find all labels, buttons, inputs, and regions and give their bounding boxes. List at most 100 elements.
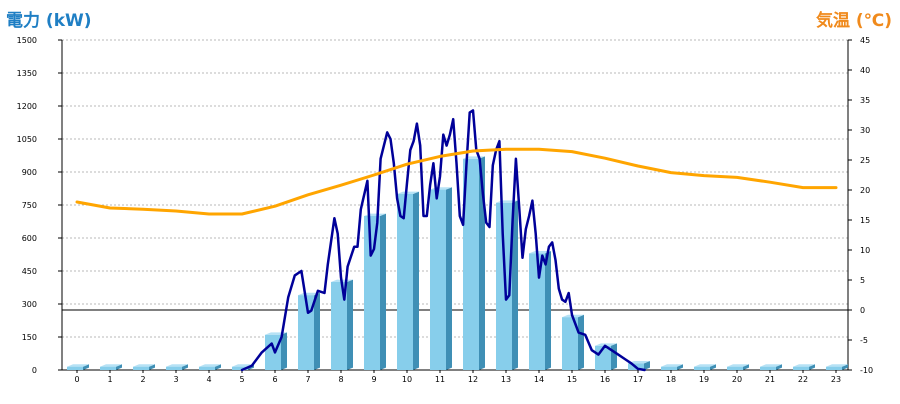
x-tick-label: 10 <box>402 375 412 384</box>
bar-top <box>298 292 320 296</box>
power-bar-hour-10 <box>397 194 413 370</box>
bar-side <box>149 364 155 370</box>
bar-side <box>380 213 386 370</box>
x-tick-label: 21 <box>765 375 775 384</box>
x-tick-label: 6 <box>272 375 277 384</box>
x-tick-label: 8 <box>338 375 343 384</box>
bar-top <box>595 343 617 346</box>
power-bar-hour-21 <box>760 366 776 370</box>
power-bar-hour-22 <box>793 366 809 370</box>
right-tick-label: 40 <box>860 66 870 75</box>
bar-top <box>397 191 419 194</box>
bar-top <box>760 364 782 367</box>
right-tick-label: 5 <box>860 276 865 285</box>
bar-top <box>628 361 650 364</box>
x-tick-label: 14 <box>534 375 544 384</box>
bar-side <box>314 292 320 370</box>
bar-side <box>611 343 617 370</box>
bar-side <box>347 279 353 370</box>
power-bar-hour-9 <box>364 216 380 370</box>
left-tick-label: 300 <box>22 300 37 309</box>
bar-top <box>133 364 155 367</box>
power-bar-hour-12 <box>463 158 479 370</box>
bar-side <box>677 364 683 370</box>
x-tick-label: 0 <box>74 375 79 384</box>
x-tick-label: 20 <box>732 375 742 384</box>
bar-side <box>743 364 749 370</box>
bar-top <box>199 364 221 367</box>
left-tick-label: 1500 <box>17 36 37 45</box>
bar-top <box>826 364 848 367</box>
bar-side <box>215 364 221 370</box>
left-tick-label: 0 <box>32 366 37 375</box>
power-bar-hour-5 <box>232 366 248 370</box>
x-tick-label: 1 <box>107 375 112 384</box>
power-bar-hour-19 <box>694 366 710 370</box>
bar-top <box>661 364 683 367</box>
bar-side <box>512 200 518 370</box>
bar-side <box>281 332 287 370</box>
left-tick-label: 1050 <box>17 135 37 144</box>
bar-side <box>83 364 89 370</box>
bar-side <box>545 251 551 370</box>
left-tick-label: 600 <box>22 234 37 243</box>
bar-top <box>166 364 188 367</box>
power-bar-hour-8 <box>331 282 347 370</box>
power-bar-hour-3 <box>166 366 182 370</box>
bar-top <box>100 364 122 367</box>
x-tick-label: 12 <box>468 375 478 384</box>
x-tick-label: 22 <box>798 375 808 384</box>
x-tick-label: 16 <box>600 375 610 384</box>
left-tick-label: 900 <box>22 168 37 177</box>
bar-side <box>710 364 716 370</box>
x-tick-label: 23 <box>831 375 841 384</box>
right-tick-label: 20 <box>860 186 870 195</box>
bar-top <box>694 364 716 367</box>
right-tick-label: 45 <box>860 36 870 45</box>
right-tick-label: 35 <box>860 96 870 105</box>
power-bar-hour-2 <box>133 366 149 370</box>
bar-side <box>644 361 650 370</box>
power-bar-hour-13 <box>496 202 512 370</box>
right-tick-label: -5 <box>860 336 868 345</box>
right-tick-label: 25 <box>860 156 870 165</box>
power-bar-hour-1 <box>100 366 116 370</box>
right-tick-label: -10 <box>860 366 873 375</box>
x-tick-label: 9 <box>371 375 376 384</box>
x-tick-label: 15 <box>567 375 577 384</box>
x-tick-label: 11 <box>435 375 445 384</box>
bar-top <box>727 364 749 367</box>
bar-side <box>842 364 848 370</box>
temperature-axis-title: 気温 (℃) <box>815 11 892 31</box>
right-tick-label: 0 <box>860 306 865 315</box>
x-tick-label: 3 <box>173 375 178 384</box>
bar-side <box>809 364 815 370</box>
power-bar-hour-18 <box>661 366 677 370</box>
left-tick-label: 1200 <box>17 102 37 111</box>
right-tick-label: 30 <box>860 126 870 135</box>
x-tick-label: 13 <box>501 375 511 384</box>
right-tick-label: 15 <box>860 216 870 225</box>
bar-side <box>182 364 188 370</box>
left-tick-label: 450 <box>22 267 37 276</box>
power-bar-hour-15 <box>562 317 578 370</box>
right-tick-label: 10 <box>860 246 870 255</box>
power-bar-hour-23 <box>826 366 842 370</box>
power-bar-hour-4 <box>199 366 215 370</box>
x-tick-label: 18 <box>666 375 676 384</box>
power-axis-title: 電力 (kW) <box>6 11 92 31</box>
bar-top <box>67 364 89 367</box>
power-bar-hour-6 <box>265 334 281 370</box>
left-tick-label: 750 <box>22 201 37 210</box>
power-bar-hour-11 <box>430 189 446 370</box>
bar-top <box>793 364 815 367</box>
power-line <box>240 109 646 372</box>
power-bar-hour-7 <box>298 295 314 370</box>
bar-side <box>776 364 782 370</box>
x-tick-label: 2 <box>140 375 145 384</box>
power-bar-hour-14 <box>529 253 545 370</box>
bar-top <box>529 251 551 254</box>
power-bar-hour-0 <box>67 366 83 370</box>
